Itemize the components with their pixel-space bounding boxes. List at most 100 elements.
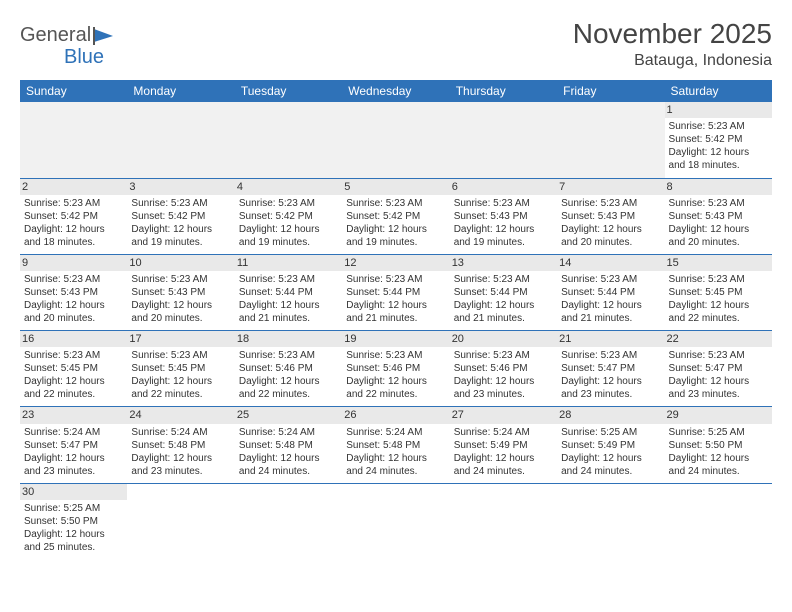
daylight-text: and 22 minutes.	[669, 312, 768, 325]
calendar-day: 30Sunrise: 5:25 AMSunset: 5:50 PMDayligh…	[20, 483, 127, 559]
sunrise-text: Sunrise: 5:25 AM	[669, 426, 768, 439]
daylight-text: and 20 minutes.	[131, 312, 230, 325]
daylight-text: Daylight: 12 hours	[24, 528, 123, 541]
daylight-text: Daylight: 12 hours	[669, 146, 768, 159]
calendar-empty	[665, 483, 772, 559]
day-header: Saturday	[665, 80, 772, 102]
daylight-text: and 23 minutes.	[131, 465, 230, 478]
daylight-text: and 21 minutes.	[239, 312, 338, 325]
title-block: November 2025 Batauga, Indonesia	[573, 18, 772, 70]
sunrise-text: Sunrise: 5:23 AM	[454, 273, 553, 286]
calendar-day: 22Sunrise: 5:23 AMSunset: 5:47 PMDayligh…	[665, 331, 772, 407]
day-number: 5	[342, 179, 449, 195]
sunset-text: Sunset: 5:43 PM	[454, 210, 553, 223]
daylight-text: and 24 minutes.	[561, 465, 660, 478]
calendar-day: 21Sunrise: 5:23 AMSunset: 5:47 PMDayligh…	[557, 331, 664, 407]
calendar-day: 3Sunrise: 5:23 AMSunset: 5:42 PMDaylight…	[127, 178, 234, 254]
sunrise-text: Sunrise: 5:23 AM	[454, 197, 553, 210]
sunrise-text: Sunrise: 5:24 AM	[131, 426, 230, 439]
sunrise-text: Sunrise: 5:24 AM	[454, 426, 553, 439]
day-number: 22	[665, 331, 772, 347]
daylight-text: Daylight: 12 hours	[24, 299, 123, 312]
day-number: 19	[342, 331, 449, 347]
sunset-text: Sunset: 5:44 PM	[239, 286, 338, 299]
calendar-day: 15Sunrise: 5:23 AMSunset: 5:45 PMDayligh…	[665, 254, 772, 330]
daylight-text: and 24 minutes.	[454, 465, 553, 478]
day-number: 28	[557, 407, 664, 423]
calendar-empty	[235, 483, 342, 559]
calendar-day: 18Sunrise: 5:23 AMSunset: 5:46 PMDayligh…	[235, 331, 342, 407]
day-header: Friday	[557, 80, 664, 102]
day-number: 12	[342, 255, 449, 271]
calendar-day: 1Sunrise: 5:23 AMSunset: 5:42 PMDaylight…	[665, 102, 772, 178]
daylight-text: Daylight: 12 hours	[239, 375, 338, 388]
sunrise-text: Sunrise: 5:24 AM	[239, 426, 338, 439]
day-number: 14	[557, 255, 664, 271]
calendar-day: 8Sunrise: 5:23 AMSunset: 5:43 PMDaylight…	[665, 178, 772, 254]
daylight-text: and 22 minutes.	[346, 388, 445, 401]
daylight-text: Daylight: 12 hours	[669, 375, 768, 388]
sunrise-text: Sunrise: 5:23 AM	[561, 349, 660, 362]
daylight-text: and 24 minutes.	[346, 465, 445, 478]
calendar-empty	[557, 102, 664, 178]
daylight-text: Daylight: 12 hours	[669, 452, 768, 465]
sunrise-text: Sunrise: 5:23 AM	[561, 273, 660, 286]
daylight-text: Daylight: 12 hours	[24, 223, 123, 236]
daylight-text: Daylight: 12 hours	[24, 375, 123, 388]
sunrise-text: Sunrise: 5:23 AM	[454, 349, 553, 362]
sunrise-text: Sunrise: 5:23 AM	[346, 273, 445, 286]
daylight-text: and 20 minutes.	[669, 236, 768, 249]
daylight-text: Daylight: 12 hours	[454, 452, 553, 465]
day-number: 25	[235, 407, 342, 423]
daylight-text: Daylight: 12 hours	[239, 223, 338, 236]
calendar-day: 29Sunrise: 5:25 AMSunset: 5:50 PMDayligh…	[665, 407, 772, 483]
daylight-text: and 21 minutes.	[454, 312, 553, 325]
sunset-text: Sunset: 5:48 PM	[239, 439, 338, 452]
daylight-text: and 19 minutes.	[239, 236, 338, 249]
day-number: 18	[235, 331, 342, 347]
daylight-text: and 23 minutes.	[454, 388, 553, 401]
sunset-text: Sunset: 5:42 PM	[24, 210, 123, 223]
daylight-text: and 18 minutes.	[669, 159, 768, 172]
calendar-empty	[127, 102, 234, 178]
daylight-text: Daylight: 12 hours	[561, 375, 660, 388]
logo-text-general: General	[20, 24, 91, 47]
calendar-day: 26Sunrise: 5:24 AMSunset: 5:48 PMDayligh…	[342, 407, 449, 483]
sunrise-text: Sunrise: 5:23 AM	[561, 197, 660, 210]
sunrise-text: Sunrise: 5:25 AM	[561, 426, 660, 439]
daylight-text: Daylight: 12 hours	[454, 299, 553, 312]
sunset-text: Sunset: 5:47 PM	[24, 439, 123, 452]
daylight-text: and 24 minutes.	[239, 465, 338, 478]
day-number: 27	[450, 407, 557, 423]
sunset-text: Sunset: 5:46 PM	[239, 362, 338, 375]
calendar-day: 5Sunrise: 5:23 AMSunset: 5:42 PMDaylight…	[342, 178, 449, 254]
day-number: 1	[665, 102, 772, 118]
sunset-text: Sunset: 5:46 PM	[346, 362, 445, 375]
calendar-week: 23Sunrise: 5:24 AMSunset: 5:47 PMDayligh…	[20, 407, 772, 483]
daylight-text: Daylight: 12 hours	[131, 299, 230, 312]
sunset-text: Sunset: 5:49 PM	[454, 439, 553, 452]
sunrise-text: Sunrise: 5:24 AM	[24, 426, 123, 439]
sunset-text: Sunset: 5:43 PM	[561, 210, 660, 223]
daylight-text: and 23 minutes.	[561, 388, 660, 401]
calendar-day: 20Sunrise: 5:23 AMSunset: 5:46 PMDayligh…	[450, 331, 557, 407]
logo-text-blue: Blue	[64, 46, 104, 68]
day-number: 3	[127, 179, 234, 195]
sunset-text: Sunset: 5:49 PM	[561, 439, 660, 452]
sunset-text: Sunset: 5:45 PM	[131, 362, 230, 375]
calendar-day: 24Sunrise: 5:24 AMSunset: 5:48 PMDayligh…	[127, 407, 234, 483]
calendar-day: 28Sunrise: 5:25 AMSunset: 5:49 PMDayligh…	[557, 407, 664, 483]
daylight-text: and 23 minutes.	[24, 465, 123, 478]
sunset-text: Sunset: 5:44 PM	[454, 286, 553, 299]
calendar-week: 30Sunrise: 5:25 AMSunset: 5:50 PMDayligh…	[20, 483, 772, 559]
day-number: 9	[20, 255, 127, 271]
day-number: 23	[20, 407, 127, 423]
calendar-empty	[127, 483, 234, 559]
daylight-text: and 23 minutes.	[669, 388, 768, 401]
day-number: 30	[20, 484, 127, 500]
daylight-text: Daylight: 12 hours	[346, 299, 445, 312]
sunset-text: Sunset: 5:42 PM	[239, 210, 338, 223]
daylight-text: Daylight: 12 hours	[131, 223, 230, 236]
day-number: 11	[235, 255, 342, 271]
calendar-empty	[450, 483, 557, 559]
